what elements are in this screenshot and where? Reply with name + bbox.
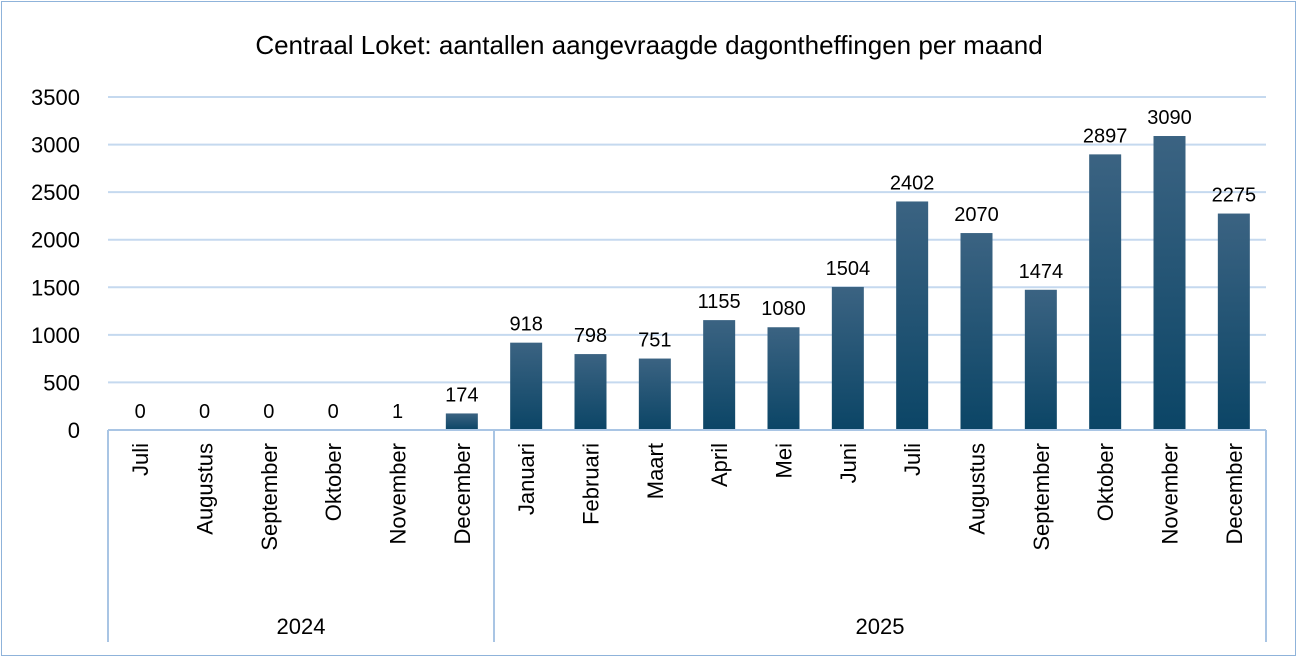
x-tick-label: November xyxy=(386,443,411,544)
y-tick-label: 3500 xyxy=(31,85,80,110)
data-label: 2275 xyxy=(1212,185,1257,207)
bar xyxy=(1153,136,1186,430)
y-tick-label: 500 xyxy=(43,370,80,395)
x-tick-label: November xyxy=(1158,443,1183,544)
bar xyxy=(831,286,864,430)
x-tick-label: Juli xyxy=(128,443,153,476)
x-tick-label: Mei xyxy=(772,443,797,478)
chart-title: Centraal Loket: aantallen aangevraagde d… xyxy=(255,30,1042,60)
y-tick-label: 3000 xyxy=(31,133,80,158)
x-tick-label: December xyxy=(1222,443,1247,544)
bar xyxy=(960,233,993,430)
data-label: 1155 xyxy=(698,291,741,313)
bar xyxy=(767,327,800,430)
y-tick-label: 1000 xyxy=(31,323,80,348)
x-tick-label: Augustus xyxy=(965,443,990,535)
data-label: 3090 xyxy=(1147,107,1192,129)
data-label: 1 xyxy=(392,401,403,423)
x-tick-label: Juni xyxy=(836,443,861,483)
bar xyxy=(1089,154,1122,430)
data-label: 2897 xyxy=(1083,125,1128,147)
x-tick-label: Januari xyxy=(514,443,539,515)
data-label: 1504 xyxy=(826,258,871,280)
data-label: 0 xyxy=(263,401,274,423)
data-label: 751 xyxy=(638,330,671,352)
x-tick-label: December xyxy=(450,443,475,544)
group-label: 2024 xyxy=(277,614,326,639)
data-label: 1474 xyxy=(1019,261,1064,283)
bar xyxy=(445,413,478,430)
y-tick-label: 2000 xyxy=(31,228,80,253)
bar xyxy=(896,201,929,430)
x-tick-label: September xyxy=(257,443,282,551)
data-label: 798 xyxy=(574,325,607,347)
data-label: 0 xyxy=(135,401,146,423)
data-label: 918 xyxy=(509,314,542,336)
x-tick-label: Juli xyxy=(900,443,925,476)
bar xyxy=(574,354,607,430)
bar xyxy=(703,320,736,430)
data-label: 2402 xyxy=(890,172,935,194)
y-tick-label: 2500 xyxy=(31,180,80,205)
group-label: 2025 xyxy=(856,614,905,639)
data-label: 1080 xyxy=(761,298,806,320)
x-tick-label: April xyxy=(707,443,732,487)
x-tick-label: Oktober xyxy=(321,443,346,521)
x-tick-label: Augustus xyxy=(193,443,218,535)
x-tick-label: Maart xyxy=(643,443,668,499)
bar xyxy=(638,358,671,430)
data-label: 2070 xyxy=(954,204,999,226)
data-label: 0 xyxy=(328,401,339,423)
y-tick-label: 1500 xyxy=(31,275,80,300)
x-tick-label: September xyxy=(1029,443,1054,551)
bar xyxy=(1217,213,1250,430)
x-tick-label: Februari xyxy=(579,443,604,525)
x-tick-label: Oktober xyxy=(1093,443,1118,521)
bar xyxy=(1024,289,1057,430)
data-label: 0 xyxy=(199,401,210,423)
y-tick-label: 0 xyxy=(68,418,80,443)
bar xyxy=(510,342,543,430)
data-label: 174 xyxy=(445,384,478,406)
